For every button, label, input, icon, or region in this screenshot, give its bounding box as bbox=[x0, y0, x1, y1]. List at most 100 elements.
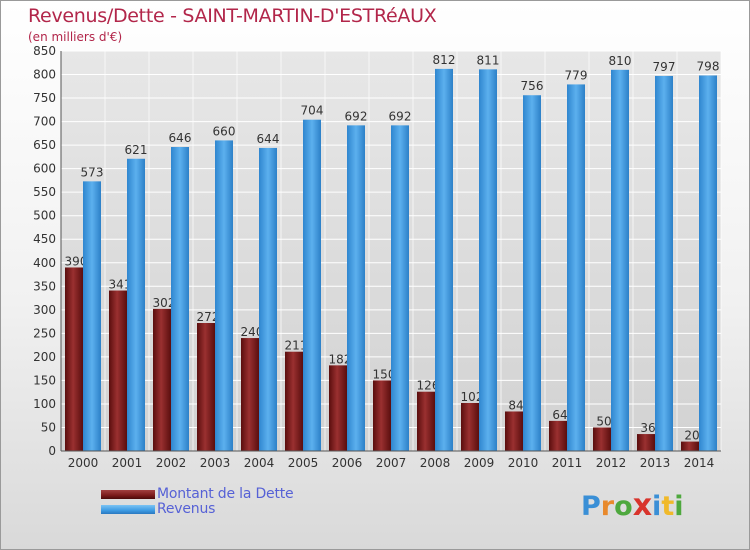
data-label-revenue: 692 bbox=[389, 109, 412, 123]
legend-swatch-debt bbox=[101, 490, 155, 499]
bar-revenue bbox=[567, 84, 585, 451]
y-tick-label: 300 bbox=[33, 303, 56, 317]
bar-debt bbox=[109, 290, 127, 451]
y-tick-label: 600 bbox=[33, 162, 56, 176]
data-label-debt: 150 bbox=[373, 367, 396, 381]
data-label-debt: 302 bbox=[153, 296, 176, 310]
bar-revenue bbox=[171, 147, 189, 451]
bar-debt bbox=[197, 323, 215, 451]
logo-letter: r bbox=[600, 491, 615, 522]
bar-debt bbox=[153, 308, 171, 451]
data-label-revenue: 811 bbox=[477, 53, 500, 67]
data-label-debt: 64 bbox=[552, 408, 567, 422]
bar-revenue bbox=[655, 75, 673, 452]
bar-revenue bbox=[215, 140, 233, 452]
bar-debt bbox=[329, 365, 347, 451]
bar-revenue bbox=[479, 69, 497, 452]
logo-letter: x bbox=[632, 488, 653, 523]
bar-debt bbox=[593, 427, 611, 451]
data-label-revenue: 812 bbox=[433, 53, 456, 67]
bar-debt bbox=[285, 351, 303, 451]
y-tick-label: 500 bbox=[33, 209, 56, 223]
bar-revenue bbox=[699, 75, 717, 452]
x-tick-label: 2011 bbox=[552, 456, 583, 470]
y-tick-label: 700 bbox=[33, 115, 56, 129]
x-tick-label: 2006 bbox=[332, 456, 363, 470]
logo-letter: o bbox=[614, 491, 633, 522]
data-label-debt: 272 bbox=[197, 310, 220, 324]
y-tick-label: 200 bbox=[33, 350, 56, 364]
data-label-revenue: 704 bbox=[301, 104, 324, 118]
data-label-revenue: 798 bbox=[697, 59, 720, 73]
legend-swatch-revenue bbox=[101, 505, 155, 514]
bar-revenue bbox=[435, 68, 453, 451]
bar-revenue bbox=[303, 119, 321, 452]
bar-revenue bbox=[347, 125, 365, 452]
y-tick-label: 750 bbox=[33, 91, 56, 105]
data-label-revenue: 573 bbox=[81, 165, 104, 179]
y-tick-label: 150 bbox=[33, 373, 56, 387]
y-tick-label: 250 bbox=[33, 326, 56, 340]
data-label-debt: 211 bbox=[285, 339, 308, 353]
legend-label-revenue: Revenus bbox=[157, 501, 216, 517]
x-tick-label: 2010 bbox=[508, 456, 539, 470]
y-tick-label: 450 bbox=[33, 232, 56, 246]
chart-title: Revenus/Dette - SAINT-MARTIN-D'ESTRéAUX bbox=[28, 5, 437, 27]
y-tick-label: 350 bbox=[33, 279, 56, 293]
bar-debt bbox=[461, 403, 479, 451]
x-tick-label: 2002 bbox=[156, 456, 187, 470]
y-tick-label: 50 bbox=[41, 420, 56, 434]
data-label-revenue: 621 bbox=[125, 143, 148, 157]
y-tick-label: 100 bbox=[33, 397, 56, 411]
data-label-debt: 341 bbox=[109, 278, 132, 292]
data-label-debt: 84 bbox=[508, 398, 523, 412]
x-tick-label: 2004 bbox=[244, 456, 275, 470]
bar-debt bbox=[373, 380, 391, 451]
proxiti-logo: Proxiti bbox=[581, 488, 684, 523]
chart-subtitle: (en milliers d'€) bbox=[28, 30, 123, 44]
data-label-debt: 36 bbox=[640, 421, 655, 435]
x-tick-label: 2013 bbox=[640, 456, 671, 470]
x-tick-label: 2003 bbox=[200, 456, 231, 470]
logo-letter: t bbox=[661, 491, 675, 522]
data-label-revenue: 646 bbox=[169, 131, 192, 145]
data-label-revenue: 810 bbox=[609, 54, 632, 68]
y-tick-label: 550 bbox=[33, 185, 56, 199]
data-label-revenue: 756 bbox=[521, 79, 544, 93]
data-label-debt: 50 bbox=[596, 414, 611, 428]
data-label-revenue: 692 bbox=[345, 109, 368, 123]
bar-revenue bbox=[611, 69, 629, 451]
x-tick-label: 2014 bbox=[684, 456, 715, 470]
data-label-debt: 240 bbox=[241, 325, 264, 339]
data-label-revenue: 779 bbox=[565, 68, 588, 82]
x-tick-label: 2005 bbox=[288, 456, 319, 470]
bar-debt bbox=[549, 420, 567, 451]
bar-debt bbox=[65, 267, 83, 451]
bar-revenue bbox=[523, 95, 541, 451]
legend-label-debt: Montant de la Dette bbox=[157, 486, 294, 502]
logo-letter: i bbox=[674, 491, 684, 522]
data-label-revenue: 644 bbox=[257, 132, 280, 146]
data-label-revenue: 660 bbox=[213, 124, 236, 138]
y-tick-label: 850 bbox=[33, 44, 56, 58]
data-label-debt: 102 bbox=[461, 390, 484, 404]
bar-debt bbox=[637, 434, 655, 451]
x-tick-label: 2000 bbox=[68, 456, 99, 470]
x-tick-label: 2001 bbox=[112, 456, 143, 470]
bar-debt bbox=[417, 391, 435, 451]
y-tick-label: 650 bbox=[33, 138, 56, 152]
bar-revenue bbox=[259, 147, 277, 452]
logo-letter: i bbox=[652, 491, 662, 522]
y-tick-label: 800 bbox=[33, 68, 56, 82]
data-label-debt: 126 bbox=[417, 379, 440, 393]
data-label-debt: 390 bbox=[65, 254, 88, 268]
x-tick-label: 2007 bbox=[376, 456, 407, 470]
data-label-debt: 182 bbox=[329, 352, 352, 366]
bar-debt bbox=[681, 441, 699, 451]
bar-revenue bbox=[127, 158, 145, 451]
x-tick-label: 2012 bbox=[596, 456, 627, 470]
y-tick-label: 400 bbox=[33, 256, 56, 270]
bar-revenue bbox=[391, 125, 409, 452]
data-label-revenue: 797 bbox=[653, 60, 676, 74]
